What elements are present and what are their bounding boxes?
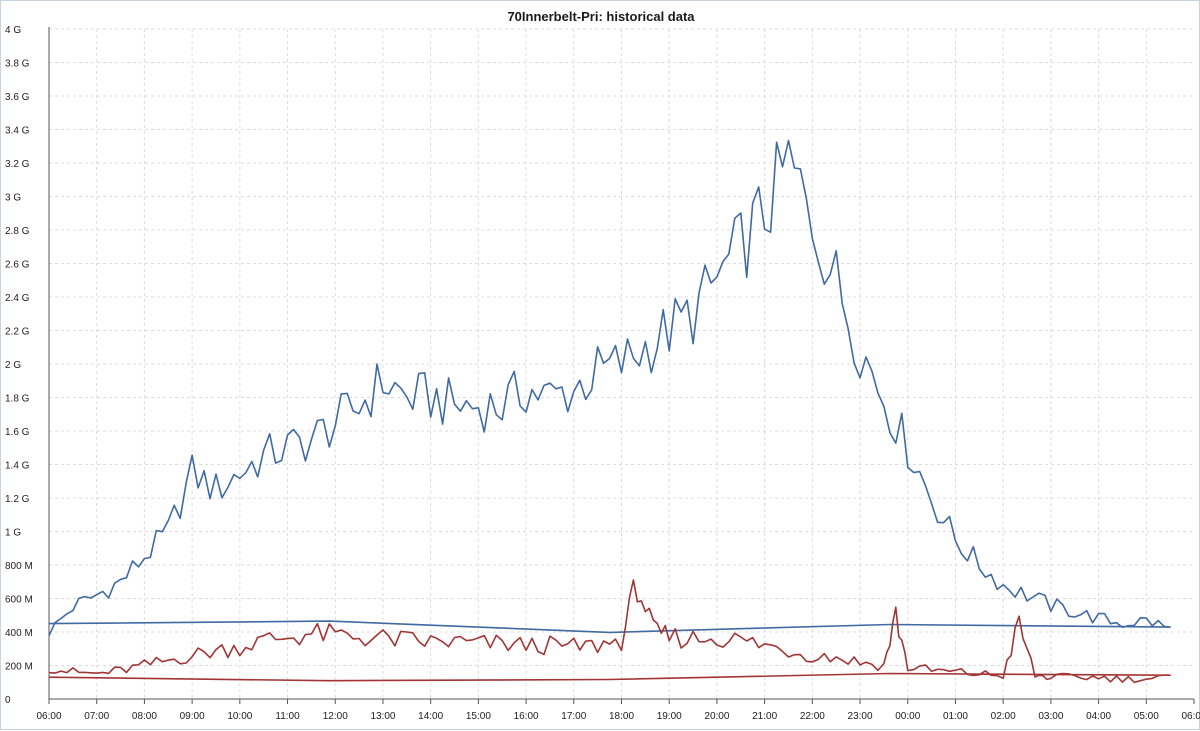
y-tick-label: 1.4 G: [5, 461, 30, 472]
x-tick-label: 00:00: [895, 711, 920, 722]
y-tick-label: 200 M: [5, 662, 33, 673]
x-tick-label: 20:00: [704, 711, 729, 722]
series-lines: [48, 139, 1171, 684]
y-tick-label: 1.8 G: [5, 394, 30, 405]
y-tick-label: 3.2 G: [5, 159, 30, 170]
x-tick-label: 18:00: [609, 711, 634, 722]
x-tick-label: 04:00: [1086, 711, 1111, 722]
x-tick-label: 10:00: [227, 711, 252, 722]
y-tick-label: 1 G: [5, 528, 21, 539]
x-tick-label: 16:00: [514, 711, 539, 722]
tick-labels: 0 200 M 400 M 600 M 800 M 1 G 1.2 G 1.4 G 1.6 G 1…: [5, 25, 1200, 722]
x-tick-label: 07:00: [84, 711, 109, 722]
y-tick-label: 2.6 G: [5, 260, 30, 271]
y-tick-label: 600 M: [5, 595, 33, 606]
x-tick-label: 17:00: [561, 711, 586, 722]
x-tick-label: 11:00: [275, 711, 300, 722]
y-tick-label: 2 G: [5, 360, 21, 371]
y-tick-label: 2.4 G: [5, 293, 30, 304]
x-tick-label: 09:00: [180, 711, 205, 722]
x-tick-label: 02:00: [991, 711, 1016, 722]
y-tick-label: 1.2 G: [5, 494, 30, 505]
x-tick-label: 21:00: [752, 711, 777, 722]
gridlines: [49, 28, 1194, 699]
y-tick-label: 400 M: [5, 628, 33, 639]
x-tick-label: 03:00: [1038, 711, 1063, 722]
y-tick-label: 3.4 G: [5, 126, 30, 137]
chart-title: 70Innerbelt-Pri: historical data: [507, 9, 695, 24]
x-tick-label: 15:00: [466, 711, 491, 722]
y-tick-label: 0: [5, 695, 11, 706]
axes: [48, 27, 1195, 704]
y-tick-label: 3.6 G: [5, 92, 30, 103]
x-tick-label: 08:00: [132, 711, 157, 722]
x-tick-label: 19:00: [657, 711, 682, 722]
x-tick-label: 22:00: [800, 711, 825, 722]
y-tick-label: 4 G: [5, 25, 21, 36]
x-tick-label: 12:00: [323, 711, 348, 722]
y-tick-label: 2.8 G: [5, 226, 30, 237]
y-tick-label: 3 G: [5, 193, 21, 204]
series-line-2: [48, 579, 1171, 684]
x-tick-label: 05:00: [1134, 711, 1159, 722]
x-tick-label: 01:00: [943, 711, 968, 722]
x-tick-label: 06:00: [36, 711, 61, 722]
y-tick-label: 2.2 G: [5, 327, 30, 338]
y-tick-label: 3.8 G: [5, 59, 30, 70]
series-line-1: [48, 139, 1171, 637]
y-tick-label: 800 M: [5, 561, 33, 572]
x-tick-label: 06:00: [1181, 711, 1200, 722]
x-tick-label: 23:00: [848, 711, 873, 722]
x-tick-label: 14:00: [418, 711, 443, 722]
y-tick-label: 1.6 G: [5, 427, 30, 438]
x-tick-label: 13:00: [370, 711, 395, 722]
